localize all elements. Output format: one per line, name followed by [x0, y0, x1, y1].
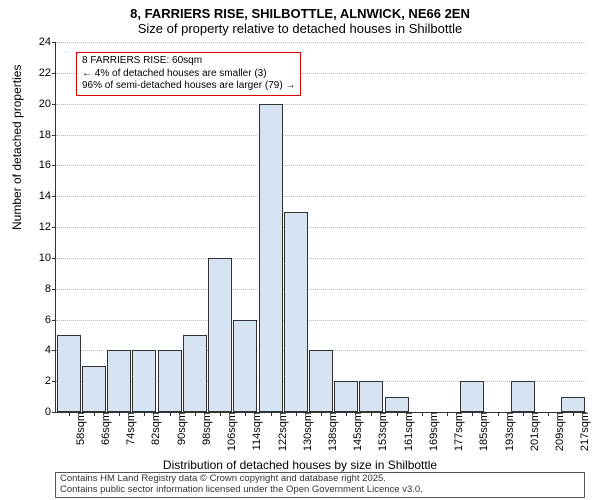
xtick-label: 217sqm	[577, 412, 591, 451]
xtick-label: 177sqm	[451, 412, 465, 451]
chart-container: { "title_main": "8, FARRIERS RISE, SHILB…	[0, 0, 600, 500]
xtick-mark	[144, 412, 145, 416]
gridline	[56, 165, 586, 166]
xtick-label: 130sqm	[300, 412, 314, 451]
bar	[385, 397, 409, 412]
ytick-label: 16	[39, 159, 56, 171]
xtick-label: 145sqm	[350, 412, 364, 451]
bar	[460, 381, 484, 412]
xtick-mark	[94, 412, 95, 416]
gridline	[56, 320, 586, 321]
ytick-label: 8	[45, 283, 56, 295]
xtick-label: 153sqm	[375, 412, 389, 451]
xtick-mark	[195, 412, 196, 416]
ytick-label: 20	[39, 98, 56, 110]
xtick-mark	[346, 412, 347, 416]
bar	[158, 350, 182, 412]
xtick-label: 138sqm	[325, 412, 339, 451]
xtick-label: 66sqm	[98, 412, 112, 445]
bar	[334, 381, 358, 412]
bar	[132, 350, 156, 412]
plot-area: 02468101214161820222458sqm66sqm74sqm82sq…	[55, 42, 586, 413]
xtick-mark	[447, 412, 448, 416]
bar	[284, 212, 308, 412]
bar	[359, 381, 383, 412]
xtick-mark	[245, 412, 246, 416]
xtick-label: 58sqm	[73, 412, 87, 445]
xtick-mark	[371, 412, 372, 416]
xtick-mark	[271, 412, 272, 416]
ytick-label: 12	[39, 221, 56, 233]
gridline	[56, 196, 586, 197]
ytick-label: 4	[45, 344, 56, 356]
xtick-mark	[573, 412, 574, 416]
xtick-mark	[220, 412, 221, 416]
callout-line: 96% of semi-detached houses are larger (…	[82, 80, 295, 93]
xtick-label: 193sqm	[502, 412, 516, 451]
y-axis-label: Number of detached properties	[10, 65, 24, 230]
ytick-label: 24	[39, 36, 56, 48]
ytick-label: 0	[45, 406, 56, 418]
xtick-label: 98sqm	[199, 412, 213, 445]
xtick-mark	[321, 412, 322, 416]
xtick-mark	[472, 412, 473, 416]
xtick-label: 161sqm	[401, 412, 415, 451]
ytick-label: 22	[39, 67, 56, 79]
xtick-mark	[397, 412, 398, 416]
xtick-mark	[69, 412, 70, 416]
callout-line: ← 4% of detached houses are smaller (3)	[82, 68, 295, 81]
xtick-mark	[170, 412, 171, 416]
bar	[511, 381, 535, 412]
footer-attribution: Contains HM Land Registry data © Crown c…	[55, 472, 585, 498]
gridline	[56, 289, 586, 290]
gridline	[56, 227, 586, 228]
xtick-mark	[548, 412, 549, 416]
xtick-label: 209sqm	[552, 412, 566, 451]
bar	[82, 366, 106, 412]
chart-title-main: 8, FARRIERS RISE, SHILBOTTLE, ALNWICK, N…	[0, 0, 600, 21]
bar	[561, 397, 585, 412]
bar	[107, 350, 131, 412]
xtick-label: 90sqm	[174, 412, 188, 445]
ytick-label: 14	[39, 190, 56, 202]
callout-box: 8 FARRIERS RISE: 60sqm← 4% of detached h…	[76, 52, 301, 96]
gridline	[56, 104, 586, 105]
chart-title-sub: Size of property relative to detached ho…	[0, 21, 600, 38]
xtick-mark	[119, 412, 120, 416]
xtick-label: 122sqm	[275, 412, 289, 451]
footer-line-2: Contains public sector information licen…	[60, 485, 580, 496]
xtick-label: 82sqm	[148, 412, 162, 445]
ytick-label: 2	[45, 375, 56, 387]
ytick-label: 6	[45, 314, 56, 326]
gridline	[56, 42, 586, 43]
ytick-label: 18	[39, 129, 56, 141]
xtick-mark	[296, 412, 297, 416]
xtick-label: 114sqm	[249, 412, 263, 450]
bar	[183, 335, 207, 412]
xtick-label: 169sqm	[426, 412, 440, 451]
x-axis-label: Distribution of detached houses by size …	[0, 458, 600, 472]
xtick-label: 185sqm	[476, 412, 490, 451]
xtick-label: 74sqm	[123, 412, 137, 445]
bar	[57, 335, 81, 412]
bar	[309, 350, 333, 412]
ytick-label: 10	[39, 252, 56, 264]
callout-line: 8 FARRIERS RISE: 60sqm	[82, 55, 295, 68]
gridline	[56, 258, 586, 259]
bar	[208, 258, 232, 412]
xtick-mark	[422, 412, 423, 416]
bar	[259, 104, 283, 412]
bar	[233, 320, 257, 413]
xtick-label: 106sqm	[224, 412, 238, 451]
gridline	[56, 135, 586, 136]
xtick-label: 201sqm	[527, 412, 541, 451]
xtick-mark	[523, 412, 524, 416]
xtick-mark	[498, 412, 499, 416]
